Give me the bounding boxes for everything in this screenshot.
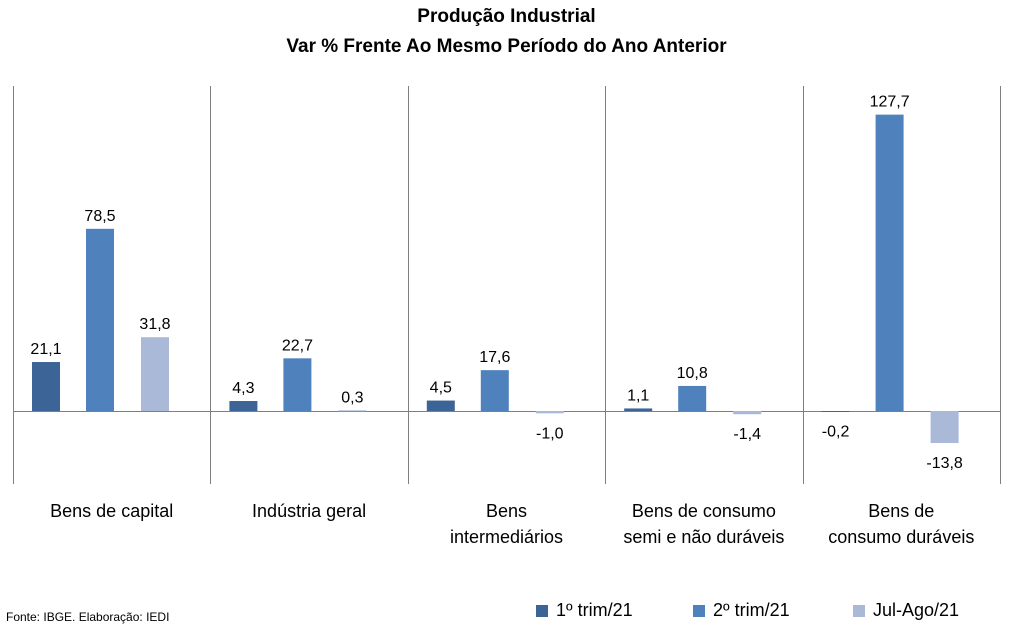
data-label: 31,8 [139,316,170,333]
data-label: 10,8 [677,365,708,382]
bar-3-5 [930,411,959,444]
data-label: -1,0 [536,425,564,442]
data-label: 127,7 [870,94,910,111]
bar-2-5 [875,114,904,411]
data-label: 1,1 [627,387,649,404]
source-note: Fonte: IBGE. Elaboração: IEDI [6,610,170,624]
bar-3-2 [338,410,367,412]
data-label: -1,4 [733,426,761,443]
bar-3-3 [535,411,564,414]
legend-item-2: 2º trim/21 [693,600,790,621]
legend-label-2: 2º trim/21 [713,600,790,620]
chart-title: Produção Industrial [417,6,596,27]
data-label: -0,2 [822,423,850,440]
bar-2-3 [480,370,509,411]
bar-2-2 [283,358,312,411]
legend-swatch-1 [536,604,548,617]
data-label: 22,7 [282,337,313,354]
category-label: Bens de [868,501,934,521]
bar-3-1 [141,337,169,411]
category-label: Indústria geral [252,501,366,521]
data-label: 4,5 [430,380,452,397]
category-label: Bens de capital [50,501,173,521]
category-label: Bens de consumo [632,501,776,521]
category-label: Bens [486,501,527,521]
data-label: 78,5 [84,208,115,225]
legend-label-3: Jul-Ago/21 [873,600,960,620]
category-label: intermediários [450,527,563,547]
bar-2-4 [678,385,707,411]
legend-item-1: 1º trim/21 [536,600,633,621]
legend-swatch-2 [693,604,705,617]
category-label: consumo duráveis [828,527,974,547]
bar-1-5 [821,411,850,412]
data-label: 21,1 [30,341,61,358]
bar-1-1 [32,362,60,411]
legend-label-1: 1º trim/21 [556,600,633,620]
legend-item-3: Jul-Ago/21 [853,600,959,621]
data-label: 17,6 [479,349,510,366]
data-label: -13,8 [926,455,963,472]
legend-swatch-3 [853,604,865,617]
chart-subtitle: Var % Frente Ao Mesmo Período do Ano Ant… [286,36,727,57]
category-label: semi e não duráveis [623,527,784,547]
bar-3-4 [733,411,762,415]
bar-1-4 [624,408,653,411]
data-label: 0,3 [341,389,363,406]
bar-1-3 [426,400,455,411]
data-label: 4,3 [232,380,254,397]
bar-1-2 [229,401,258,411]
bar-2-1 [86,228,114,411]
